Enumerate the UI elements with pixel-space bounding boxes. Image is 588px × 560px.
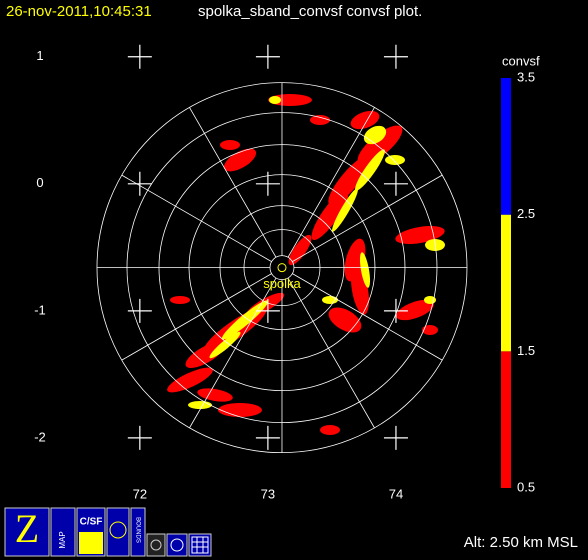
icon xyxy=(109,521,127,539)
colorbar-label: convsf xyxy=(502,53,540,68)
icon xyxy=(191,536,209,554)
colorbar-segment xyxy=(501,351,511,488)
echo xyxy=(328,307,362,333)
colorbar-tick-label: 3.5 xyxy=(517,69,535,84)
rings-button[interactable] xyxy=(106,507,130,557)
grid-cross xyxy=(127,298,152,323)
bounds-button[interactable] xyxy=(130,507,146,557)
azimuth-line xyxy=(292,273,443,361)
echo xyxy=(311,190,349,240)
echo xyxy=(355,149,385,191)
echo xyxy=(320,425,340,435)
radar-name: spolka xyxy=(263,276,301,291)
echo xyxy=(385,155,405,165)
x-tick-label: 74 xyxy=(389,486,403,501)
grid-cross xyxy=(255,425,280,450)
colorbar-tick-label: 0.5 xyxy=(517,479,535,494)
grid-cross xyxy=(127,425,152,450)
azimuth-line xyxy=(189,107,277,258)
echo xyxy=(396,299,434,321)
echo xyxy=(220,140,240,150)
echo xyxy=(422,325,438,335)
y-tick-label: 0 xyxy=(36,175,43,190)
y-tick-label: 1 xyxy=(36,48,43,63)
toolbar: Z MAP C/SF BOUNDS xyxy=(4,506,212,557)
colorbar-tick-label: 2.5 xyxy=(517,206,535,221)
echo xyxy=(221,300,269,340)
echo xyxy=(170,296,190,304)
echo xyxy=(269,96,281,104)
y-tick-label: -1 xyxy=(34,302,46,317)
echo xyxy=(322,296,338,304)
grid-cross xyxy=(383,298,408,323)
azimuth-line xyxy=(121,273,272,361)
button[interactable] xyxy=(146,533,166,557)
echo xyxy=(223,148,257,172)
azimuth-line xyxy=(189,277,277,429)
grid-cross xyxy=(127,171,152,196)
logo: Z xyxy=(15,506,39,551)
echo xyxy=(268,94,312,106)
grid-cross xyxy=(383,171,408,196)
echo xyxy=(332,188,358,232)
echo xyxy=(218,403,262,417)
button-label: MAP xyxy=(58,531,67,548)
echo xyxy=(188,401,212,409)
grid-cross xyxy=(383,44,408,69)
echo xyxy=(359,252,371,288)
timestamp: 26-nov-2011,10:45:31 xyxy=(6,3,152,20)
grid-cross xyxy=(255,44,280,69)
azimuth-line xyxy=(292,174,443,262)
colorbar-segment xyxy=(501,78,511,215)
echo xyxy=(185,342,225,368)
y-tick-label: -2 xyxy=(34,429,46,444)
colorbar-segment xyxy=(501,214,511,352)
logo-button[interactable] xyxy=(4,507,50,557)
echo xyxy=(209,331,241,359)
echo xyxy=(288,234,312,266)
radar-site xyxy=(277,263,287,273)
grid-button[interactable] xyxy=(188,533,212,557)
echo xyxy=(357,125,403,165)
echo xyxy=(350,110,380,130)
azimuth-line xyxy=(121,174,272,262)
button-label: C/SF xyxy=(80,517,103,528)
altitude: Alt: 2.50 km MSL xyxy=(464,534,578,551)
grid-cross xyxy=(255,298,280,323)
plot: spolka xyxy=(96,82,468,454)
chart-title: spolka_sband_convsf convsf plot. xyxy=(198,3,422,20)
icon xyxy=(170,538,184,552)
x-tick-label: 73 xyxy=(261,486,275,501)
grid-cross xyxy=(383,425,408,450)
button-label: BOUNDS xyxy=(134,517,140,543)
icon xyxy=(150,539,162,551)
azimuth-line xyxy=(287,277,375,429)
echo xyxy=(310,115,330,125)
x-tick-label: 72 xyxy=(133,486,147,501)
azimuth-line xyxy=(287,107,375,258)
grid-cross xyxy=(255,171,280,196)
echo xyxy=(328,154,372,206)
echo xyxy=(167,367,213,393)
button[interactable] xyxy=(166,533,188,557)
colorbar-tick-label: 1.5 xyxy=(517,343,535,358)
map-button[interactable] xyxy=(50,507,76,557)
grid-cross xyxy=(127,44,152,69)
icon xyxy=(79,532,103,554)
